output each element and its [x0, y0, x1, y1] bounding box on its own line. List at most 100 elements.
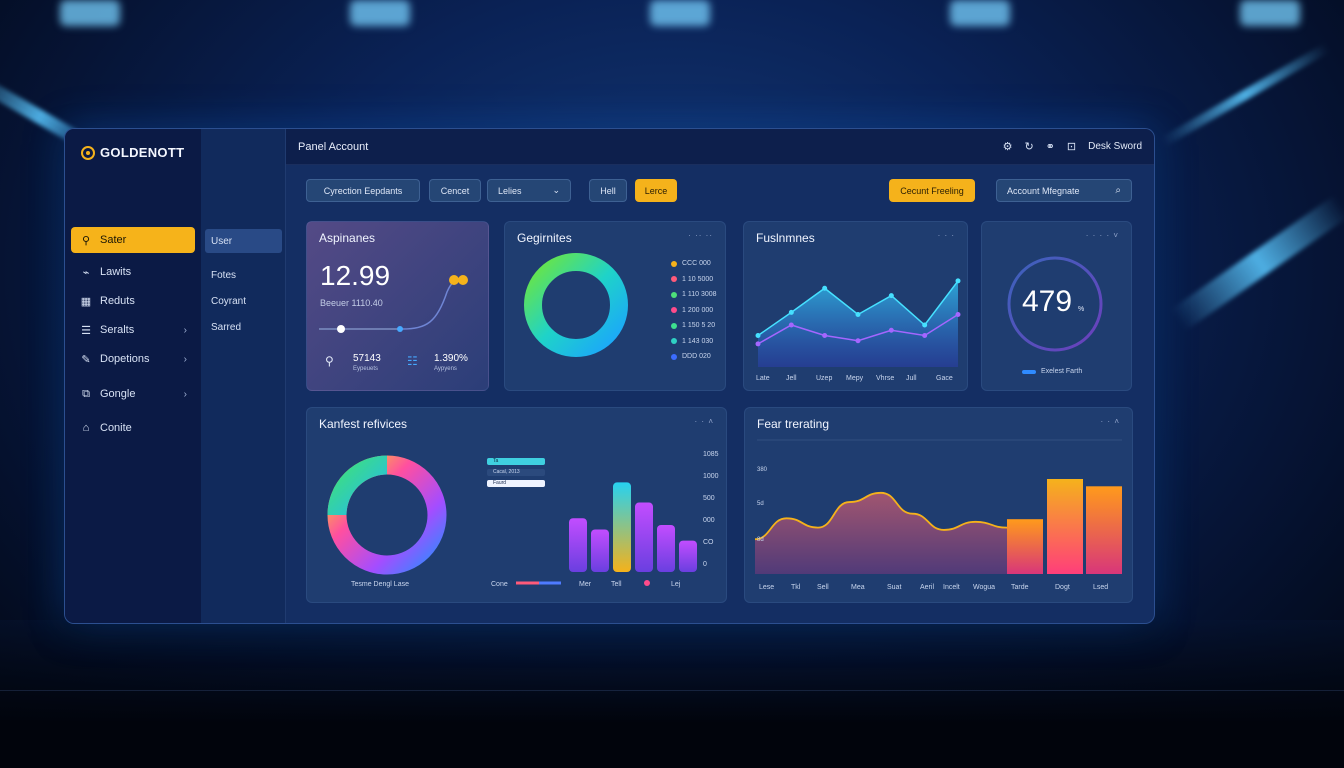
- legend-label: Ta: [493, 458, 499, 464]
- chevron-right-icon: ›: [183, 353, 187, 365]
- bar: [1047, 478, 1083, 574]
- ceiling-light: [950, 0, 1010, 26]
- bar: [1086, 486, 1122, 574]
- y-tick-label: 500: [703, 495, 715, 502]
- ceiling-light: [650, 0, 710, 26]
- stat1-label: Eypeuets: [353, 366, 379, 372]
- light-beam: [1170, 194, 1344, 332]
- data-point: [755, 333, 761, 338]
- search-input[interactable]: Account Mfegnate ⌕: [996, 179, 1132, 202]
- stat1-value: 57143: [353, 353, 381, 364]
- gauge-ring: [1007, 256, 1103, 352]
- refresh-icon[interactable]: ↻: [1024, 141, 1034, 153]
- subnav-item-fotes[interactable]: Fotes: [211, 269, 237, 281]
- sparkline: [319, 275, 468, 333]
- stat2-value: 1.390%: [434, 353, 468, 364]
- top-bar: Panel Account ⚙ ↻ ⚭ ⊡ Desk Sword: [286, 129, 1154, 165]
- sidebar-item-seralts[interactable]: ☰ Seralts ›: [71, 317, 195, 343]
- x-tick-label: Wogua: [973, 584, 995, 591]
- hell-button[interactable]: Hell: [589, 179, 627, 202]
- donut-chart: [524, 253, 628, 357]
- more-icon[interactable]: · · ·: [937, 231, 955, 240]
- list-icon: ☰: [81, 324, 91, 337]
- x-tick-label: Suat: [887, 584, 901, 591]
- area-fill: [755, 492, 1007, 574]
- user-name[interactable]: Desk Sword: [1088, 141, 1142, 152]
- data-point: [888, 327, 894, 333]
- lelies-dropdown[interactable]: Lelies ⌄: [487, 179, 571, 202]
- main-area: Panel Account ⚙ ↻ ⚭ ⊡ Desk Sword Cyrecti…: [286, 129, 1154, 623]
- connection-button[interactable]: Cyrection Eepdants: [306, 179, 420, 202]
- legend-chip: [487, 480, 545, 487]
- more-icon[interactable]: · ·· ··: [688, 231, 713, 240]
- card-title: Fear trerating: [757, 417, 830, 431]
- more-icon[interactable]: · · ˄: [1100, 417, 1120, 426]
- legend-dot: [671, 291, 677, 298]
- search-icon: ⌕: [1115, 185, 1121, 196]
- data-point: [755, 341, 761, 347]
- x-tick-label: Mea: [851, 584, 865, 591]
- x-tick-label: Mer: [579, 581, 592, 588]
- subnav-item-coyrant[interactable]: Coyrant: [211, 295, 247, 307]
- logo-icon: [81, 145, 95, 160]
- settings-icon[interactable]: ⚙: [1002, 141, 1013, 153]
- gauge-value: 479: [1022, 285, 1073, 318]
- sidebar-item-gongle[interactable]: ⧉ Gongle ›: [71, 381, 195, 407]
- legend-chip: [487, 469, 545, 476]
- search-placeholder: Account Mfegnate: [1007, 185, 1080, 196]
- lerce-button[interactable]: Lerce: [635, 179, 677, 202]
- stat2-label: Aypyens: [434, 366, 457, 372]
- cencet-button[interactable]: Cencet: [429, 179, 481, 202]
- sidebar-item-reduts[interactable]: ▦ Reduts: [71, 288, 195, 314]
- x-tick-label: Incelt: [943, 584, 960, 591]
- y-tick-label: 000: [703, 517, 715, 524]
- more-icon[interactable]: · · ˄: [694, 417, 714, 426]
- sidebar-item-sater[interactable]: ⚲ Sater: [71, 227, 195, 253]
- sidebar-item-lawits[interactable]: ⌁ Lawits: [71, 259, 195, 285]
- stat-value: 12.99: [320, 260, 391, 291]
- bar: [569, 518, 587, 572]
- bar: [635, 502, 653, 572]
- donut-labels: Tesme Dengl Lase: [351, 581, 409, 588]
- subnav-item-user[interactable]: User: [205, 229, 282, 253]
- y-tick-label: 5d: [757, 501, 764, 507]
- rainbow-donut: [327, 455, 447, 575]
- bar: [657, 524, 675, 572]
- legend-item: CCC 000: [671, 256, 717, 272]
- user-icon: ⚲: [81, 234, 91, 247]
- y-tick-label: CO: [703, 539, 714, 546]
- stat-subtitle: Beeuer 1110.40: [320, 298, 383, 308]
- chart-icon: ⌁: [82, 266, 90, 279]
- dropdown-value: Lelies: [498, 185, 522, 196]
- bar-chart: 1085 1000 500 000 CO 0 Cone Mer Tell Lej: [491, 451, 719, 588]
- data-point: [922, 322, 928, 328]
- legend-dot: [671, 322, 677, 329]
- legend-dot: [671, 307, 677, 314]
- legend-label: 1 143 030: [682, 337, 714, 345]
- x-tick-label: Lese: [759, 584, 774, 591]
- line-card-fuslnmnes: Fuslnmnes · · · Late Jell Uzep Mepy Vhrse Jul…: [743, 221, 968, 391]
- grid-icon: ▦: [80, 295, 92, 308]
- x-tick-label: Late: [756, 375, 770, 382]
- sidebar-item-label: Conite: [100, 422, 132, 434]
- sidebar-item-dopetions[interactable]: ✎ Dopetions ›: [71, 346, 195, 372]
- y-tick-label: 1000: [703, 473, 719, 480]
- sidebar-item-conite[interactable]: ⌂ Conite: [71, 415, 195, 441]
- legend-label: CCC 000: [682, 260, 711, 268]
- line-chart: Late Jell Uzep Mepy Vhrse Jull Gace: [755, 278, 961, 382]
- ceiling-light: [350, 0, 410, 26]
- location-icon: ⚲: [325, 354, 334, 368]
- data-point: [955, 278, 961, 284]
- subnav-item-sarred[interactable]: Sarred: [211, 321, 242, 333]
- cta-button[interactable]: Cecunt Freeling: [889, 179, 975, 202]
- x-tick-label: Lsed: [1093, 584, 1108, 591]
- legend-item: 1 150 5 20: [671, 318, 717, 334]
- link-icon[interactable]: ⚭: [1045, 141, 1055, 153]
- data-point: [955, 312, 961, 317]
- sidebar-item-label: Lawits: [100, 266, 132, 278]
- more-icon[interactable]: · · · · ˅: [1085, 231, 1119, 240]
- edit-icon: ✎: [81, 353, 91, 366]
- x-tick-label: Tarde: [1011, 584, 1029, 591]
- card-title: Kanfest refivices: [319, 417, 408, 431]
- lock-icon[interactable]: ⊡: [1066, 141, 1077, 153]
